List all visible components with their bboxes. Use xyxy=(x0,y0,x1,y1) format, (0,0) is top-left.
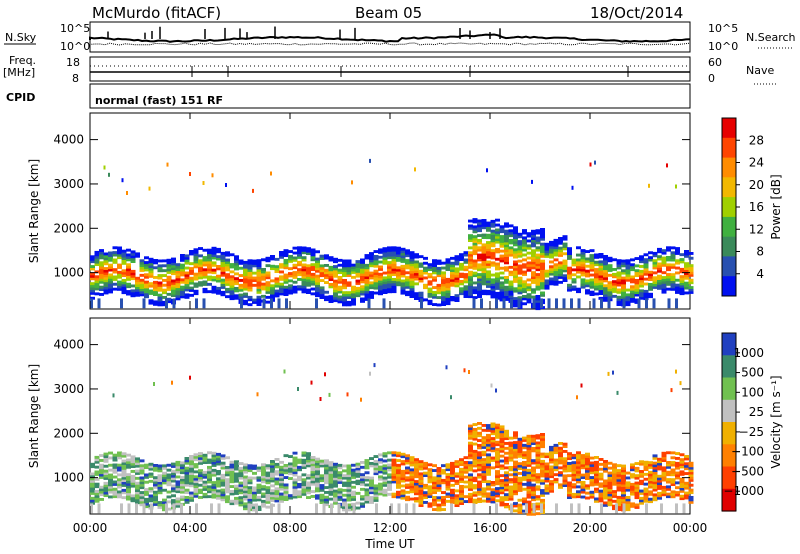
x-tick-label: 20:00 xyxy=(573,521,608,535)
colorbar-tick-label: −500 xyxy=(731,464,764,478)
colorbar-swatch xyxy=(722,399,736,423)
colorbar-swatch xyxy=(722,177,736,198)
nave-label: Nave xyxy=(746,64,774,77)
nsky-label: N.Sky xyxy=(5,31,37,44)
y-tick-label: 4000 xyxy=(53,133,84,147)
nsky-panel: N.Sky 10^5 10^0 10^5 10^0 N.Search xyxy=(4,21,796,53)
colorbar-tick-label: 500 xyxy=(741,366,764,380)
colorbar-tick-label: 8 xyxy=(756,245,764,259)
colorbar-swatch xyxy=(722,466,736,490)
x-tick-label: 04:00 xyxy=(173,521,208,535)
velocity-chart: 1000 2000 3000 4000 00:00 04:00 08:00 12:00 16:0… xyxy=(27,317,783,551)
freq-tick-bottom: 8 xyxy=(72,72,79,85)
nsky-tick-top: 10^5 xyxy=(60,22,90,35)
x-axis-label: Time UT xyxy=(364,537,415,551)
y-tick-label: 3000 xyxy=(53,382,84,396)
colorbar-tick-label: −1000 xyxy=(723,484,764,498)
colorbar-tick-label: 24 xyxy=(749,156,764,170)
y-axis-label: Slant Range [km] xyxy=(27,364,41,468)
colorbar-label: Power [dB] xyxy=(769,174,783,239)
colorbar-swatch xyxy=(722,137,736,159)
x-tick-label: 00:00 xyxy=(73,521,108,535)
y-tick-label: 1000 xyxy=(53,471,84,485)
colorbar-tick-label: −25 xyxy=(739,425,764,439)
cpid-label: CPID xyxy=(6,91,35,104)
colorbar-swatch xyxy=(722,157,736,178)
y-tick-label: 2000 xyxy=(53,221,84,235)
colorbar-tick-label: 1000 xyxy=(733,346,764,360)
nsky-tick-bottom: 10^0 xyxy=(60,40,90,53)
heatmap-cells xyxy=(90,363,694,516)
freq-tick-top: 18 xyxy=(66,56,80,69)
colorbar-tick-label: 4 xyxy=(756,267,764,281)
colorbar-swatch xyxy=(722,422,736,445)
date-title: 18/Oct/2014 xyxy=(590,4,683,22)
colorbar-tick-label: 100 xyxy=(741,385,764,399)
colorbar: 28 24 20 16 12 8 4 Power [dB] xyxy=(721,117,783,297)
y-tick-label: 1000 xyxy=(53,266,84,280)
colorbar-tick-label: 25 xyxy=(749,405,764,419)
y-axis-label: Slant Range [km] xyxy=(27,159,41,263)
y-tick-label: 2000 xyxy=(53,426,84,440)
colorbar-swatch xyxy=(722,377,736,401)
nsky-trace xyxy=(89,26,691,46)
x-tick-label: 08:00 xyxy=(273,521,308,535)
y-tick-label: 3000 xyxy=(53,177,84,191)
freq-trace xyxy=(90,65,690,77)
colorbar-swatch xyxy=(722,488,736,512)
colorbar-tick-label: 12 xyxy=(749,222,764,236)
freq-panel: Freq. [MHz] 18 8 60 0 Nave xyxy=(3,54,778,85)
colorbar-swatch xyxy=(722,276,736,297)
station-title: McMurdo (fitACF) xyxy=(92,4,221,22)
beam-title: Beam 05 xyxy=(355,4,422,22)
colorbar-label: Velocity [m s⁻¹] xyxy=(769,375,783,468)
cpid-panel: CPID normal (fast) 151 RF xyxy=(6,83,691,109)
nsky-right-tick-bottom: 10^0 xyxy=(708,40,738,53)
nave-tick-top: 60 xyxy=(708,56,722,69)
colorbar-tick-label: −100 xyxy=(731,445,764,459)
colorbar-tick-label: 16 xyxy=(749,200,764,214)
colorbar-tick-label: 20 xyxy=(749,178,764,192)
colorbar-swatch xyxy=(722,118,736,139)
colorbar-swatch xyxy=(722,355,736,379)
power-chart: 1000 2000 3000 4000 Slant Range [km] 28 24 20 16… xyxy=(27,112,783,311)
x-tick-label: 12:00 xyxy=(373,521,408,535)
nsearch-label: N.Search xyxy=(746,31,796,44)
x-tick-label: 16:00 xyxy=(473,521,508,535)
y-tick-label: 4000 xyxy=(53,338,84,352)
colorbar: 1000 500 100 25 −25 −100 −500 −1000 Velocity [m … xyxy=(721,332,783,512)
heatmap-cells xyxy=(90,158,694,311)
cpid-value: normal (fast) 151 RF xyxy=(95,94,223,107)
colorbar-swatch xyxy=(722,256,736,277)
colorbar-swatch xyxy=(722,333,736,356)
colorbar-swatch xyxy=(722,444,736,468)
nsky-right-tick-top: 10^5 xyxy=(708,22,738,35)
colorbar-tick-label: 28 xyxy=(749,133,764,147)
colorbar-swatch xyxy=(722,197,736,218)
freq-unit: [MHz] xyxy=(3,66,35,79)
colorbar-swatch xyxy=(722,216,736,238)
colorbar-swatch xyxy=(722,236,736,257)
x-tick-label: 00:00 xyxy=(673,521,708,535)
freq-label: Freq. xyxy=(9,54,36,67)
nave-tick-bottom: 0 xyxy=(708,72,715,85)
